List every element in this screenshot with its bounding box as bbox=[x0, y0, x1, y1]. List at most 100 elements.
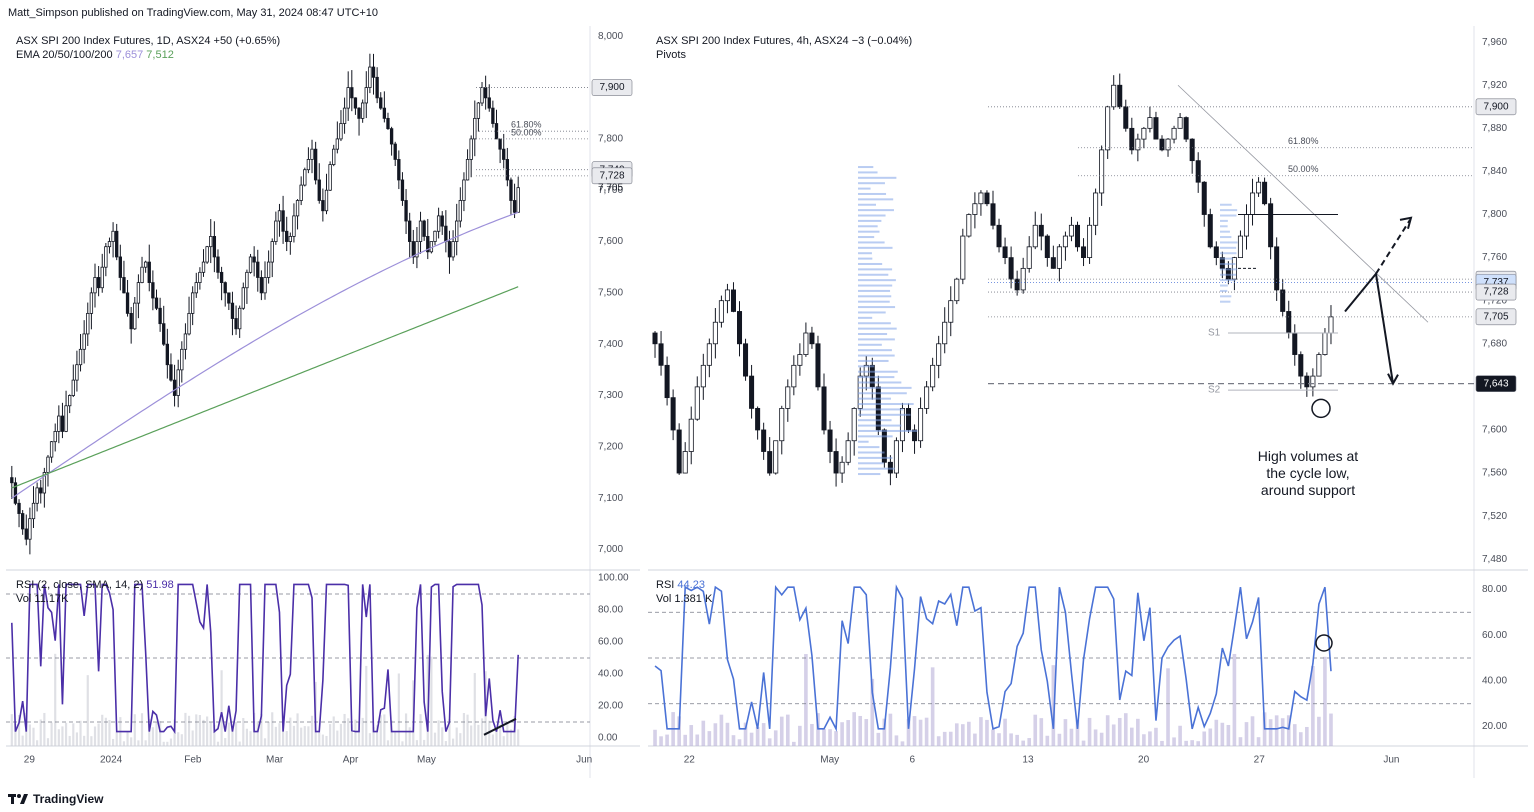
daily-candle-body bbox=[509, 179, 513, 201]
4h-volume-bar bbox=[1009, 733, 1013, 746]
daily-volume-bar bbox=[271, 712, 274, 746]
4h-candle-body bbox=[918, 408, 924, 442]
4h-volume-bar bbox=[1226, 724, 1231, 746]
4h-volume-bar bbox=[1274, 715, 1279, 746]
daily-volume-bar bbox=[390, 720, 393, 746]
daily-candle-body bbox=[310, 148, 314, 160]
4h-volume-profile-bar bbox=[1220, 300, 1231, 303]
daily-volume-bar bbox=[509, 729, 513, 746]
daily-candle-body bbox=[42, 472, 47, 494]
4h-candle-body bbox=[827, 429, 833, 452]
daily-candle-body bbox=[440, 215, 444, 227]
4h-chart-panel[interactable]: 7,4807,5207,5607,6007,6407,6807,7207,760… bbox=[648, 26, 1528, 778]
4h-candle-body bbox=[1280, 289, 1286, 312]
daily-volume-bar bbox=[43, 712, 46, 746]
daily-volume-bar bbox=[376, 725, 379, 746]
4h-candle-body bbox=[839, 461, 845, 474]
4h-candle-body bbox=[1044, 235, 1050, 259]
4h-volume-profile-bar bbox=[858, 419, 892, 422]
daily-volume-bar bbox=[347, 718, 350, 746]
4h-volume-bar bbox=[1117, 717, 1122, 746]
4h-volume-bar bbox=[1305, 726, 1309, 746]
daily-candle-body bbox=[270, 241, 274, 263]
4h-candle-body bbox=[730, 289, 736, 312]
daily-chart-svg[interactable]: 7,000 7,100 7,200 7,300 7,400 7,500 7,600 7,700… bbox=[6, 26, 640, 778]
daily-volume-bar bbox=[101, 714, 104, 746]
4h-volume-bar bbox=[1136, 718, 1140, 746]
daily-candle-body bbox=[339, 123, 343, 140]
4h-volume-profile-bar bbox=[858, 349, 892, 352]
4h-volume-bar bbox=[1093, 729, 1098, 746]
daily-candle-body bbox=[397, 159, 401, 181]
daily-rsi-legend: RSI (2, close, SMA, 14, 2) 51.98 Vol 11.… bbox=[16, 578, 174, 606]
4h-volume-bar bbox=[1298, 732, 1303, 746]
4h-candle-body bbox=[694, 386, 700, 420]
4h-volume-bar bbox=[1232, 653, 1237, 746]
4h-rsi-line bbox=[654, 584, 1332, 732]
daily-price-level-label: 7,900 bbox=[599, 82, 624, 93]
4h-volume-bar bbox=[912, 716, 917, 746]
4h-volume-bar bbox=[804, 654, 808, 746]
daily-candle-body bbox=[393, 143, 397, 160]
4h-volume-bar bbox=[888, 713, 893, 746]
4h-candle-body bbox=[930, 364, 936, 388]
4h-candle-body bbox=[954, 278, 960, 302]
daily-volume-bar bbox=[300, 727, 303, 746]
daily-volume-bar bbox=[68, 735, 71, 746]
daily-volume-bar bbox=[191, 730, 194, 746]
4h-volume-bar bbox=[1256, 737, 1261, 746]
4h-chart-svg[interactable]: 7,4807,5207,5607,6007,6407,6807,7207,760… bbox=[648, 26, 1528, 778]
4h-volume-bar bbox=[918, 719, 923, 746]
daily-volume-bar bbox=[448, 718, 451, 746]
4h-candle-body bbox=[1171, 127, 1177, 140]
4h-candle-body bbox=[1328, 316, 1334, 334]
daily-candle-body bbox=[53, 431, 57, 443]
daily-volume-bar bbox=[21, 735, 24, 746]
daily-volume-bar bbox=[296, 713, 299, 746]
daily-price-tick: 7,400 bbox=[598, 339, 623, 350]
4h-volume-profile-bar bbox=[858, 381, 902, 384]
daily-candle-body bbox=[346, 87, 350, 109]
4h-volume-bar bbox=[1148, 731, 1152, 746]
4h-rsi-tick: 20.00 bbox=[1482, 721, 1507, 732]
daily-price-level-label: 7,728 bbox=[599, 170, 624, 181]
4h-volume-bar bbox=[979, 717, 983, 746]
4h-volume-bar bbox=[1105, 715, 1110, 746]
4h-price-level-box bbox=[1475, 283, 1517, 301]
daily-price-tick: 7,300 bbox=[598, 390, 623, 401]
daily-ema200-value: 7,512 bbox=[146, 49, 174, 61]
tradingview-logo-icon bbox=[8, 794, 28, 804]
daily-volume-bar bbox=[470, 725, 473, 746]
daily-candle-body bbox=[169, 364, 173, 381]
4h-volume-profile-bar bbox=[858, 397, 891, 400]
4h-volume-bar bbox=[1329, 713, 1333, 746]
daily-chart-panel[interactable]: 7,000 7,100 7,200 7,300 7,400 7,500 7,600 7,700… bbox=[6, 26, 640, 778]
4h-volume-bar bbox=[985, 719, 989, 746]
4h-candle-body bbox=[797, 354, 803, 366]
daily-candle-body bbox=[306, 159, 311, 171]
4h-volume-profile-bar bbox=[1220, 241, 1238, 244]
daily-volume-bar bbox=[32, 727, 35, 746]
4h-candle-body bbox=[688, 418, 694, 452]
4h-candle-body bbox=[1268, 203, 1274, 248]
daily-candle-body bbox=[303, 169, 307, 186]
4h-volume-bar bbox=[1087, 717, 1092, 746]
daily-candle-body bbox=[328, 164, 332, 191]
daily-time-tick: 29 bbox=[24, 755, 36, 766]
daily-volume-bar bbox=[79, 720, 82, 746]
daily-candle-body bbox=[404, 200, 408, 222]
4h-volume-profile-bar bbox=[858, 166, 874, 169]
daily-candle-body bbox=[462, 179, 466, 201]
4h-cycle-low-circle bbox=[1311, 398, 1331, 419]
4h-volume-profile-bar bbox=[858, 262, 883, 265]
4h-volume-profile-bar bbox=[1220, 257, 1233, 260]
4h-volume-profile-bar bbox=[858, 365, 875, 368]
4h-time-tick: 6 bbox=[910, 755, 916, 766]
daily-candle-body bbox=[335, 138, 340, 150]
4h-volume-profile-bar bbox=[858, 473, 881, 476]
4h-candle-body bbox=[664, 364, 670, 399]
daily-rsi-line bbox=[11, 583, 519, 735]
daily-candle-body bbox=[10, 477, 14, 484]
4h-volume-bar bbox=[1268, 719, 1273, 746]
4h-volume-profile-bar bbox=[1220, 236, 1232, 239]
